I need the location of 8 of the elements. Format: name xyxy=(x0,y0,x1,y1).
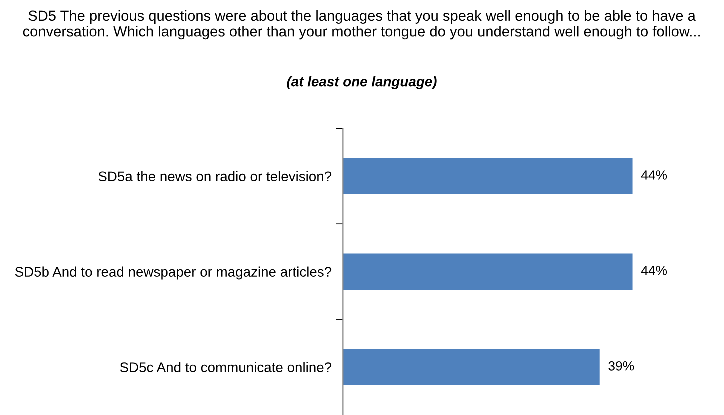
y-tick-label: SD5b And to read newspaper or magazine articles? xyxy=(15,266,332,280)
chart-title: SD5 The previous questions were about the languages that you speak well enough to be able to have a conversation. Which languages other than your mother tongue do you understand well enough to follow... xyxy=(23,10,700,40)
data-label: 44% xyxy=(641,266,668,276)
y-tick-label: SD5c And to communicate online? xyxy=(120,362,332,372)
y-tick-label: SD5a the news on radio or television? xyxy=(98,171,332,182)
data-label: 39% xyxy=(608,361,634,371)
chart-subtitle: (at least one language) xyxy=(287,76,437,90)
data-label: 44% xyxy=(641,170,668,180)
